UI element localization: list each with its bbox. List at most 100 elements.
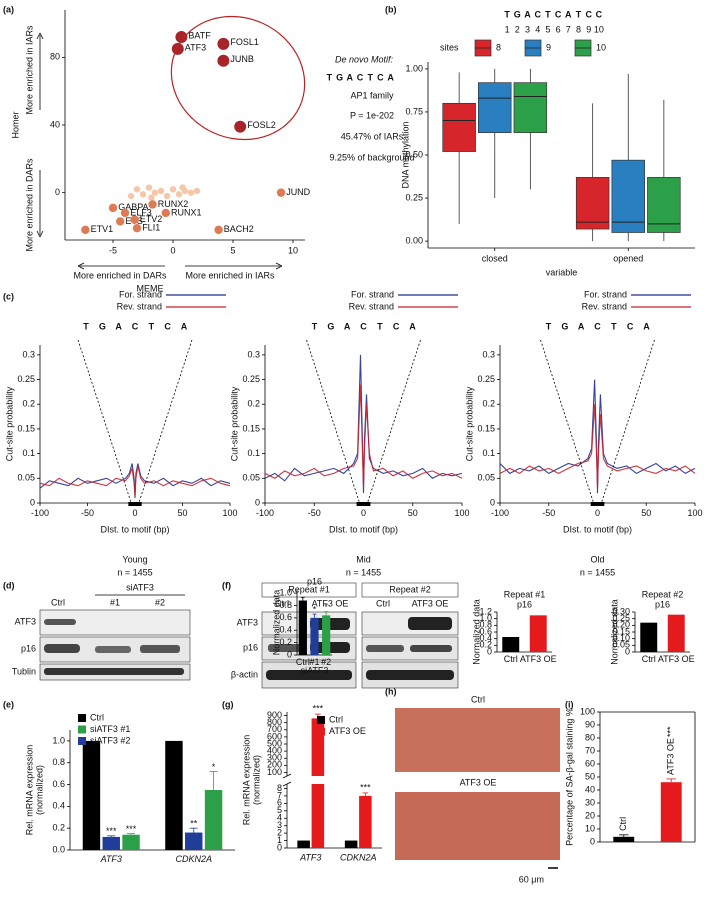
highlight-ellipse — [170, 15, 306, 141]
y-tick-label: 0.8 — [52, 757, 65, 767]
logo-letter: C — [164, 321, 171, 331]
blot-band — [95, 646, 131, 653]
point — [161, 208, 170, 218]
logo-letter: G — [561, 321, 568, 331]
chart-subtitle: p16 — [517, 599, 532, 609]
bar — [529, 615, 547, 652]
x-tick-label: 50 — [641, 508, 651, 518]
blot-band — [44, 644, 80, 653]
point-label: JUNB — [230, 54, 254, 64]
significance: * — [212, 762, 216, 772]
point — [217, 37, 230, 50]
logo-letter: T — [367, 72, 373, 82]
y-tick-label: 500 — [267, 738, 282, 748]
chart-title: p16 — [307, 576, 322, 586]
y-tick-label: 0.6 — [279, 612, 292, 622]
chart-subtitle: n = 1455 — [346, 567, 381, 577]
y-tick-label: 0.2 — [279, 637, 292, 647]
x-tick-label: Ctrl — [642, 654, 656, 664]
y-tick-label: 80 — [585, 732, 595, 742]
y-tick-label: 80 — [50, 52, 60, 62]
motif-title: De novo Motif: — [335, 54, 394, 64]
y-tick-label: 200 — [267, 760, 282, 770]
panel-label: (h) — [385, 686, 397, 696]
bar — [311, 784, 325, 848]
y-tick-label: 0.25 — [405, 192, 423, 202]
legend-label: 8 — [496, 42, 501, 52]
blot-d — [39, 594, 191, 681]
panel-label: (c) — [3, 291, 14, 301]
bar — [502, 637, 520, 652]
repeat-box — [361, 582, 459, 598]
y-tick-label: 0.3 — [22, 349, 35, 359]
y-tick-label: 400 — [267, 745, 282, 755]
y-tick-label: 2 — [277, 827, 282, 837]
x-tick-label: #2 — [321, 657, 331, 667]
logo-letter: A — [347, 72, 354, 82]
lane-label: #2 — [155, 597, 165, 607]
logo-letter: C — [360, 321, 367, 331]
y-tick-label: 8 — [277, 783, 282, 793]
y-tick-label: 1.00 — [405, 63, 423, 73]
point — [157, 187, 165, 195]
y-tick-label: 0.2 — [479, 640, 492, 650]
point — [214, 225, 223, 235]
box — [442, 102, 476, 152]
y-tick-label: 0.05 — [612, 640, 630, 650]
legend-label: siATF3 #2 — [90, 735, 130, 745]
logo-letter: T — [83, 321, 89, 331]
logo-letter: A — [565, 9, 572, 19]
point-label: FOSL1 — [230, 37, 259, 47]
lane-label: ATF3 OE — [412, 598, 449, 608]
group-label: siATF3 — [126, 582, 154, 592]
point-label: ETV2 — [140, 214, 163, 224]
y-tick-label: 50 — [585, 771, 595, 781]
y-tick-label: 0.4 — [279, 625, 292, 635]
y-tick-label: 5 — [277, 805, 282, 815]
y-tick-label: 1 — [277, 835, 282, 845]
logo-letter: T — [611, 321, 617, 331]
x-arrow-label: More enriched in DARs — [73, 270, 167, 280]
y-tick-label: 0 — [287, 649, 292, 659]
x-tick-label: opened — [613, 253, 643, 263]
point-label: BATF — [188, 30, 211, 40]
x-tick-label: 0 — [132, 508, 137, 518]
point-label: RUNX1 — [171, 207, 202, 217]
x-tick-label: ATF3 OE — [658, 654, 695, 664]
logo-letter: C — [585, 9, 592, 19]
y-tick-label: 0 — [255, 497, 260, 507]
micrograph — [395, 792, 560, 860]
logo-position: 10 — [594, 24, 604, 34]
logo-letter: T — [546, 321, 552, 331]
x-tick-label: 100 — [222, 508, 237, 518]
logo-position: 5 — [545, 24, 550, 34]
box — [611, 159, 645, 233]
y-tick-label: 0.25 — [242, 374, 260, 384]
logo-letter: T — [576, 9, 582, 19]
bar — [660, 782, 682, 842]
y-tick-label: 10 — [585, 823, 595, 833]
y-axis-label: Percentage of SA-β-gal staining % — [564, 708, 574, 846]
image-label: Ctrl — [471, 694, 485, 704]
logo-position: 3 — [525, 24, 530, 34]
logo-letter: T — [149, 321, 155, 331]
y-axis-label: Cut-site probability — [4, 386, 14, 461]
x-tick-label: -50 — [308, 508, 321, 518]
significance: * — [313, 605, 317, 615]
y-tick-label: 0.15 — [612, 626, 630, 636]
blot-band — [44, 668, 184, 675]
x-tick-label: 5 — [230, 245, 235, 255]
y-tick-label: 300 — [267, 753, 282, 763]
logo-letter: C — [534, 9, 541, 19]
point — [175, 191, 183, 198]
y-tick-label: 0.6 — [52, 779, 65, 789]
y-tick-label: 0.00 — [405, 235, 423, 245]
logo-letter: C — [627, 321, 634, 331]
legend-label: For. strand — [584, 289, 627, 299]
y-tick-label: 1.0 — [279, 587, 292, 597]
x-tick-label: 50 — [408, 508, 418, 518]
logo-letter: T — [312, 321, 318, 331]
legend-label: For. strand — [351, 289, 394, 299]
x-tick-label: -100 — [256, 508, 274, 518]
x-tick-label: ATF3 OE — [520, 654, 557, 664]
